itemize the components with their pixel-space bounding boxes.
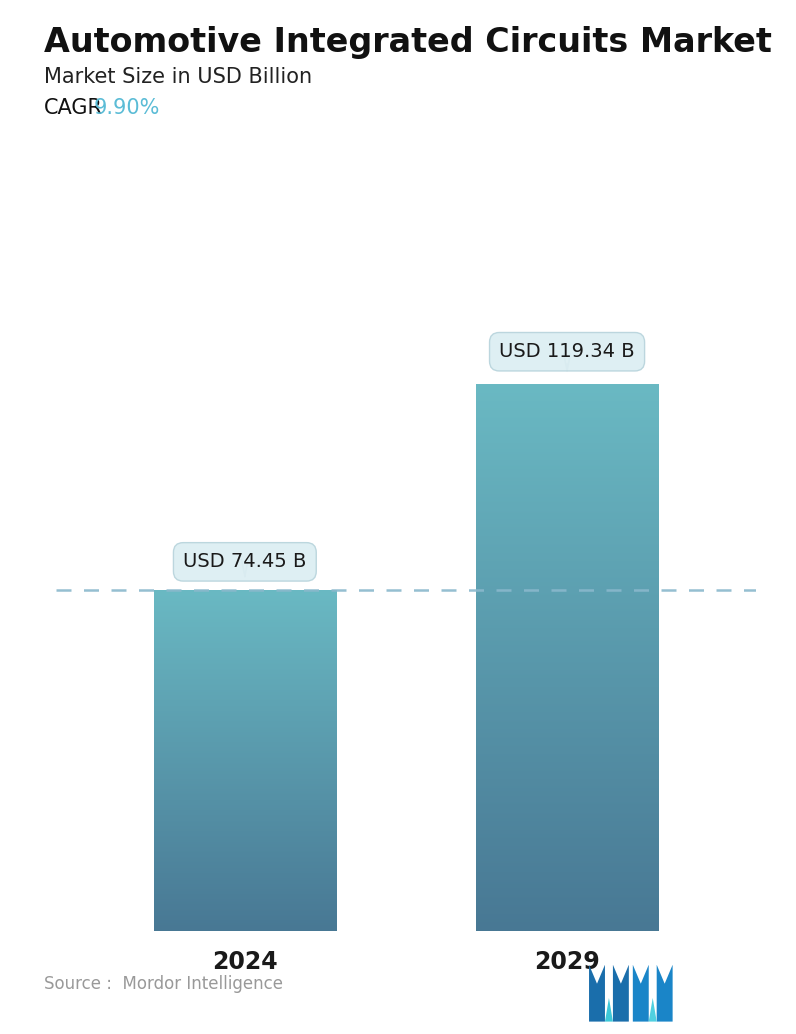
Polygon shape xyxy=(605,998,613,1022)
Text: USD 74.45 B: USD 74.45 B xyxy=(183,552,306,572)
Polygon shape xyxy=(613,965,629,1022)
Text: Source :  Mordor Intelligence: Source : Mordor Intelligence xyxy=(44,975,283,993)
Text: USD 119.34 B: USD 119.34 B xyxy=(499,342,635,361)
Polygon shape xyxy=(589,965,605,1022)
Polygon shape xyxy=(649,998,657,1022)
Polygon shape xyxy=(657,965,673,1022)
Text: Automotive Integrated Circuits Market: Automotive Integrated Circuits Market xyxy=(44,26,771,59)
Text: 9.90%: 9.90% xyxy=(94,98,160,118)
Text: CAGR: CAGR xyxy=(44,98,103,118)
Text: Market Size in USD Billion: Market Size in USD Billion xyxy=(44,67,312,87)
Polygon shape xyxy=(633,965,649,1022)
